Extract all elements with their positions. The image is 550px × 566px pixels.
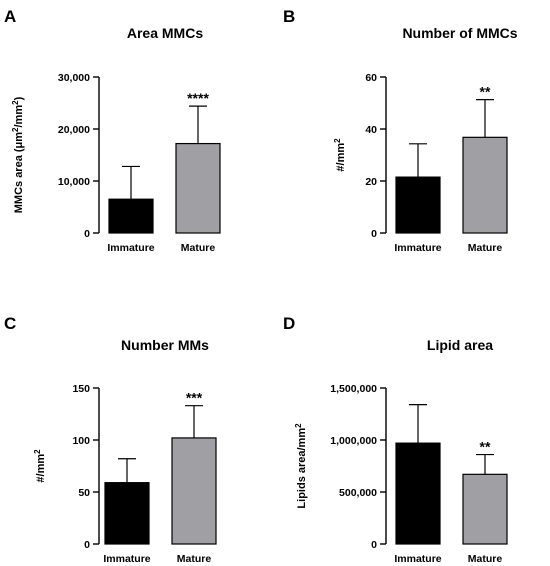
x-category-label: Immature [107, 242, 154, 254]
y-axis-label-part: Lipids area/mm [296, 428, 308, 509]
y-axis-label-superscript: 2 [11, 100, 20, 105]
bar-immature [104, 482, 150, 545]
y-tick-label: 30,000 [58, 72, 90, 84]
significance-label: ** [480, 84, 491, 100]
chart-title: Area MMCs [127, 25, 203, 41]
x-category-label: Immature [394, 553, 441, 565]
y-tick-label: 50 [78, 487, 90, 499]
y-tick-label: 150 [72, 383, 90, 395]
y-tick-label: 500,000 [339, 487, 377, 499]
y-axis-label: #/mm2 [33, 449, 48, 483]
y-tick-label: 0 [371, 228, 377, 240]
y-axis-label-superscript: 2 [33, 449, 42, 454]
x-category-label: Immature [394, 242, 441, 254]
x-category-label: Mature [468, 242, 503, 254]
x-category-label: Mature [468, 553, 503, 565]
y-axis-label-part: /mm [13, 105, 25, 128]
significance-label: **** [187, 90, 209, 106]
y-axis-label-superscript: 2 [294, 423, 303, 428]
bar-immature [108, 198, 154, 234]
panel-letter: D [283, 314, 295, 333]
y-tick-label: 1,500,000 [330, 383, 377, 395]
bar-immature [395, 176, 441, 234]
y-tick-label: 0 [371, 539, 377, 551]
y-tick-label: 10,000 [58, 176, 90, 188]
x-category-label: Immature [103, 553, 150, 565]
y-axis-label-part: μm [13, 132, 25, 149]
chart-title: Number of MMCs [402, 25, 517, 41]
significance-label: *** [186, 390, 203, 406]
y-axis-label: MMCs area (μm2/mm2) [11, 96, 26, 213]
y-tick-label: 100 [72, 435, 90, 447]
y-axis-label-part: #/mm [35, 454, 47, 483]
y-tick-label: 0 [84, 228, 90, 240]
bar-mature [462, 473, 508, 545]
y-tick-label: 20,000 [58, 124, 90, 136]
panel-letter: A [4, 7, 16, 26]
y-axis-label: Lipids area/mm2 [294, 423, 309, 509]
panel-letter: B [283, 7, 295, 26]
y-axis-label-superscript: 2 [333, 138, 342, 143]
chart-panel-b: B Number of MMCs 0 20 40 60 Immature Mature ** #/… [283, 7, 518, 254]
y-axis-label-part: MMCs area ( [13, 148, 25, 213]
y-tick-label: 40 [365, 124, 377, 136]
chart-title: Lipid area [427, 337, 493, 353]
chart-panel-a: A Area MMCs 0 10,000 20,000 30,000 Immature Mat… [4, 7, 221, 254]
bar-mature [175, 142, 221, 234]
bar-immature [395, 442, 441, 545]
significance-label: ** [480, 439, 491, 455]
bar-mature [462, 136, 508, 234]
y-axis-label-part: ) [13, 96, 25, 100]
bar-mature [171, 437, 217, 545]
panel-letter: C [4, 314, 16, 333]
chart-title: Number MMs [121, 337, 209, 353]
y-tick-label: 20 [365, 176, 377, 188]
chart-panel-c: C Number MMs 0 50 100 150 Immature Mature *** #/m… [4, 314, 217, 565]
x-category-label: Mature [177, 553, 212, 565]
y-tick-label: 1,000,000 [330, 435, 377, 447]
y-axis-label-part: #/mm [335, 143, 347, 172]
chart-panel-d: D Lipid area 0 500,000 1,000,000 1,500,000 Imm… [283, 314, 508, 565]
y-tick-label: 60 [365, 72, 377, 84]
y-axis-label-superscript: 2 [11, 127, 20, 132]
y-tick-label: 0 [84, 539, 90, 551]
y-axis-label: #/mm2 [333, 138, 348, 172]
x-category-label: Mature [181, 242, 216, 254]
